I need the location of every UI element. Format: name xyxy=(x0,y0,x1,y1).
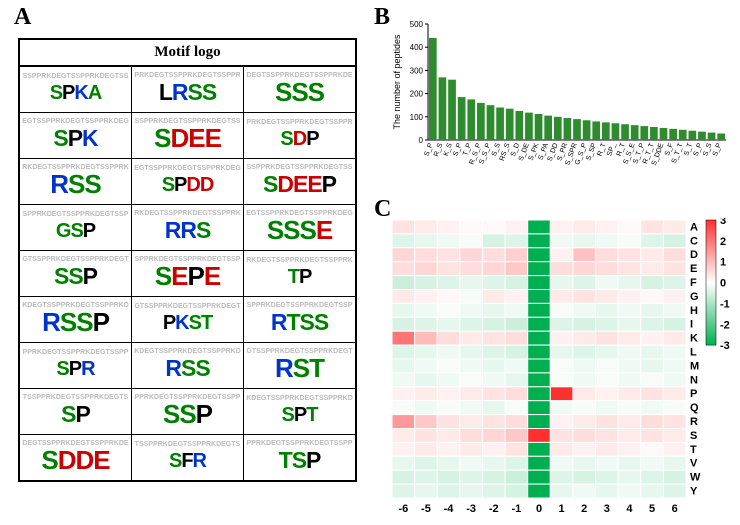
motif-cell: PPRKDEGTSSPPRKDEGTSSPPTSP xyxy=(244,435,357,482)
svg-text:5: 5 xyxy=(649,503,655,515)
motif-cell: PRKDEGTSSPPRKDEGTSSPPRSDP xyxy=(244,113,357,159)
motif-cell: SSPPRKDEGTSSPPRKDEGTSSSPKA xyxy=(19,66,132,113)
motif-cell: KDEGTSSPPRKDEGTSSPPRKDSPT xyxy=(244,389,357,435)
svg-text:0: 0 xyxy=(720,278,726,290)
svg-text:1: 1 xyxy=(559,503,565,515)
motif-cell: KDEGTSSPPRKDEGTSSPPRKDRSS xyxy=(132,343,244,389)
svg-text:-2: -2 xyxy=(720,319,730,331)
svg-text:Q: Q xyxy=(690,402,699,414)
svg-text:-5: -5 xyxy=(421,503,431,515)
panel-label-A: A xyxy=(14,4,31,31)
svg-text:I: I xyxy=(690,319,693,331)
svg-text:V: V xyxy=(690,458,698,470)
svg-text:W: W xyxy=(690,472,701,484)
svg-text:4: 4 xyxy=(626,503,633,515)
svg-text:K: K xyxy=(690,333,698,345)
motif-cell: SSPPRKDEGTSSPPRKDEGTSSSDEE xyxy=(132,113,244,159)
svg-text:3: 3 xyxy=(720,218,726,227)
motif-cell: RKDEGTSSPPRKDEGTSSPPRKTP xyxy=(244,251,357,297)
svg-text:200: 200 xyxy=(410,90,424,99)
svg-text:300: 300 xyxy=(410,66,424,75)
svg-text:S: S xyxy=(690,430,697,442)
svg-text:P: P xyxy=(690,388,697,400)
svg-text:2: 2 xyxy=(581,503,587,515)
motif-table-header: Motif logo xyxy=(19,39,356,66)
motif-cell: SPPRKDEGTSSPPRKDEGTSSPGSP xyxy=(19,205,132,251)
svg-text:E: E xyxy=(690,263,697,275)
svg-text:0: 0 xyxy=(536,503,542,515)
svg-text:-3: -3 xyxy=(466,503,476,515)
svg-text:-6: -6 xyxy=(398,503,408,515)
motif-cell: PPRKDEGTSSPPRKDEGTSSPPSSP xyxy=(132,389,244,435)
svg-text:-1: -1 xyxy=(511,503,521,515)
svg-text:500: 500 xyxy=(410,20,424,29)
motif-cell: SPPRKDEGTSSPPRKDEGTSSPRTSS xyxy=(244,297,357,343)
motif-cell: GTSSPPRKDEGTSSPPRKDEGTPKST xyxy=(132,297,244,343)
panel-label-B: B xyxy=(374,4,390,31)
svg-text:-4: -4 xyxy=(444,503,455,515)
svg-text:T: T xyxy=(690,444,697,456)
motif-cell: KDEGTSSPPRKDEGTSSPPRKDRSSP xyxy=(19,297,132,343)
svg-text:3: 3 xyxy=(604,503,610,515)
motif-cell: PRKDEGTSSPPRKDEGTSSPPRLRSS xyxy=(132,66,244,113)
svg-text:H: H xyxy=(690,305,698,317)
motif-cell: RKDEGTSSPPRKDEGTSSPPRKRSS xyxy=(19,159,132,205)
svg-text:S_P: S_P xyxy=(712,142,723,157)
motif-logo-table: Motif logo SSPPRKDEGTSSPPRKDEGTSSSPKAPRK… xyxy=(18,38,357,482)
motif-cell: TSSPPRKDEGTSSPPRKDEGTSSFR xyxy=(132,435,244,482)
svg-text:N: N xyxy=(690,374,698,386)
svg-text:400: 400 xyxy=(410,43,424,52)
svg-text:R: R xyxy=(690,416,698,428)
svg-text:-3: -3 xyxy=(720,340,730,352)
motif-cell: DEGTSSPPRKDEGTSSPPRKDESSS xyxy=(244,66,357,113)
svg-text:D: D xyxy=(690,249,698,261)
svg-text:0: 0 xyxy=(419,136,424,145)
svg-text:A: A xyxy=(690,221,698,233)
motif-cell: EGTSSPPRKDEGTSSPPRKDEGSSSE xyxy=(244,205,357,251)
motif-cell: SPPRKDEGTSSPPRKDEGTSSPSEPE xyxy=(132,251,244,297)
svg-text:L: L xyxy=(690,347,697,359)
motif-cell: TSSPPRKDEGTSSPPRKDEGTSSP xyxy=(19,389,132,435)
peptide-count-barchart: 0 100 200 300 400 500 The number of peptides S_… xyxy=(390,18,730,188)
svg-text:F: F xyxy=(690,277,697,289)
motif-cell: EGTSSPPRKDEGTSSPPRKDEGSPDD xyxy=(132,159,244,205)
svg-text:-2: -2 xyxy=(489,503,499,515)
svg-text:G: G xyxy=(690,291,699,303)
svg-text:6: 6 xyxy=(672,503,678,515)
motif-cell: GTSSPPRKDEGTSSPPRKDEGTRST xyxy=(244,343,357,389)
svg-text:C: C xyxy=(690,235,698,247)
svg-text:2: 2 xyxy=(720,236,726,248)
svg-text:The number of peptides: The number of peptides xyxy=(392,34,402,130)
motif-cell: PPRKDEGTSSPPRKDEGTSSPPSPR xyxy=(19,343,132,389)
motif-cell: DEGTSSPPRKDEGTSSPPRKDESDDE xyxy=(19,435,132,482)
svg-text:100: 100 xyxy=(410,113,424,122)
svg-text:M: M xyxy=(690,360,699,372)
motif-cell: SSPPRKDEGTSSPPRKDEGTSSSDEEP xyxy=(244,159,357,205)
svg-text:Y: Y xyxy=(690,486,698,498)
position-aa-heatmap: ACDEFGHIKLMNPQRSTVWY -6 -5 -4 -3 -2 -1 0 1 2 3 4 5 6 3… xyxy=(390,218,730,518)
motif-cell: EGTSSPPRKDEGTSSPPRKDEGSPK xyxy=(19,113,132,159)
svg-text:1: 1 xyxy=(720,257,726,269)
svg-text:-1: -1 xyxy=(720,298,730,310)
panel-label-C: C xyxy=(374,196,391,223)
motif-cell: RKDEGTSSPPRKDEGTSSPPRKRRS xyxy=(132,205,244,251)
motif-cell: GTSSPPRKDEGTSSPPRKDEGTSSP xyxy=(19,251,132,297)
